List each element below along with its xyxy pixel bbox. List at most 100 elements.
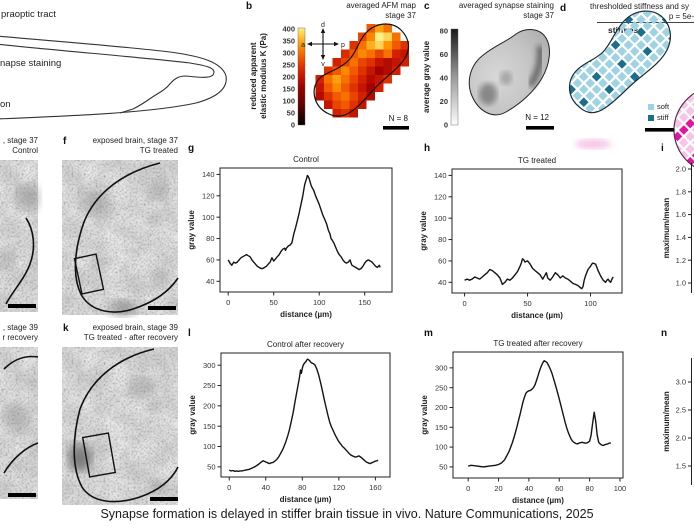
svg-text:40: 40 <box>525 484 533 493</box>
svg-text:80: 80 <box>298 483 306 492</box>
svg-text:60: 60 <box>438 257 446 266</box>
compass-ventral: v <box>321 61 325 68</box>
svg-text:1.8: 1.8 <box>676 187 686 196</box>
svg-text:120: 120 <box>333 483 346 492</box>
chart-title: Control <box>293 155 319 164</box>
y-axis: 40 60 80 100 120 140 <box>434 171 452 287</box>
stiffness-legend: soft stiff <box>648 101 669 123</box>
roi-box <box>73 253 105 295</box>
dark-patch <box>479 83 497 105</box>
plot-box <box>451 168 623 294</box>
control-line-chart: 0 50 100 150 40 60 80 100 120 140 Control distance … <box>187 155 393 319</box>
svg-text:2.0: 2.0 <box>676 434 686 443</box>
panel-b-title-line2: stage 37 <box>385 11 416 21</box>
scale-bar <box>148 306 176 310</box>
tissue-outline-bottom <box>3 442 39 474</box>
stiffness-map-svg <box>568 10 694 175</box>
panel-n-letter: n <box>661 328 668 339</box>
tissue-outline-top <box>3 355 39 370</box>
p-value: p = 5e- <box>597 12 694 23</box>
chart-title: TG treated <box>518 156 556 165</box>
afm-map-svg: reduced apparent elastic modulus K (Pa) … <box>249 22 410 130</box>
svg-text:150: 150 <box>358 298 371 307</box>
svg-text:60: 60 <box>555 484 563 493</box>
svg-text:150: 150 <box>203 422 216 431</box>
panel-f: f exposed brain, stage 37 TG treated <box>60 133 180 320</box>
tract-label: praoptic tract <box>1 9 56 20</box>
panel-d: d thresholded stiffness and sy p = 5e- s… <box>557 0 694 175</box>
panel-m-letter: m <box>424 328 433 339</box>
svg-text:80: 80 <box>585 484 593 493</box>
svg-text:2.5: 2.5 <box>676 406 686 415</box>
svg-text:50: 50 <box>287 109 295 118</box>
panel-b-letter: b <box>246 1 253 12</box>
panel-j-title-line1: , stage 39 <box>2 323 38 332</box>
panel-f-letter: f <box>63 136 67 147</box>
svg-text:80: 80 <box>206 234 214 243</box>
svg-text:120: 120 <box>202 191 215 200</box>
panel-k-title: exposed brain, stage 39 TG treated - aft… <box>84 323 178 344</box>
afm-heatmap-grid <box>313 23 410 118</box>
tg-treated-line-chart: 0 50 100 40 60 80 100 120 140 TG treated distance … <box>419 156 623 320</box>
svg-text:100: 100 <box>203 442 216 451</box>
svg-text:1.2: 1.2 <box>676 256 686 265</box>
panel-d-letter: d <box>560 3 567 14</box>
tissue-outline <box>74 162 179 313</box>
panel-n: n 3.0 2.5 2.0 1.5 maximum/mean <box>660 320 694 505</box>
panel-g: g 0 50 100 150 40 60 80 100 120 140 Control distanc… <box>180 133 420 320</box>
control-recovery-line-chart: 0 40 80 120 160 50 100 150 200 250 300 Control afte… <box>188 340 391 504</box>
dark-patch <box>500 71 512 85</box>
svg-text:100: 100 <box>584 299 597 308</box>
svg-text:400: 400 <box>282 25 295 34</box>
panel-b-title: averaged AFM map stage 37 <box>346 1 416 22</box>
colorbar-label-line1: reduced apparent <box>249 42 258 109</box>
svg-text:200: 200 <box>435 403 448 412</box>
x-axis-label: distance (µm) <box>512 496 564 505</box>
tg-recovery-line-chart: 0 20 40 60 80 100 50 100 150 200 250 300 TG treated … <box>420 339 626 505</box>
svg-text:300: 300 <box>203 361 216 370</box>
pink-smudge-layer <box>575 139 611 149</box>
maximum-mean-axis-39: 3.0 2.5 2.0 1.5 maximum/mean <box>662 358 692 485</box>
hot-colorbar <box>297 27 306 126</box>
x-axis: 0 40 80 120 160 <box>227 477 382 492</box>
svg-text:300: 300 <box>282 49 295 58</box>
pink-blob-overflow <box>575 139 611 149</box>
svg-text:40: 40 <box>438 278 446 287</box>
svg-text:50: 50 <box>439 463 447 472</box>
panel-e-title-line2: Control <box>12 146 38 156</box>
svg-text:0: 0 <box>227 483 231 492</box>
roi-box <box>81 432 117 478</box>
sample-count: N = 8 <box>388 114 408 123</box>
chart-title: TG treated after recovery <box>493 339 582 348</box>
legend-row-stiff: stiff <box>648 112 669 123</box>
synapse-map-svg: average gray value 80 60 40 20 0 <box>422 27 554 130</box>
panel-j-title: , stage 39 r recovery <box>2 323 38 344</box>
svg-text:100: 100 <box>434 214 447 223</box>
legend-row-soft: soft <box>648 101 669 112</box>
scale-bar <box>645 128 674 132</box>
y-axis-label: gray value <box>187 210 196 250</box>
x-axis: 0 20 40 60 80 100 <box>466 478 626 493</box>
svg-text:150: 150 <box>435 423 448 432</box>
svg-text:0: 0 <box>466 484 470 493</box>
svg-text:1.5: 1.5 <box>676 462 686 471</box>
stiffness-blob-outline <box>568 10 671 114</box>
soft-swatch <box>648 103 654 110</box>
panel-i-letter: i <box>661 143 664 154</box>
panel-c-title: averaged synapse staining stage 37 <box>459 1 554 22</box>
svg-text:100: 100 <box>614 484 627 493</box>
panel-b: b averaged AFM map stage 37 reduced appa… <box>245 0 420 133</box>
panel-h-letter: h <box>424 143 431 154</box>
svg-text:250: 250 <box>435 383 448 392</box>
brain-outline-drawing: praoptic tract napse staining on <box>0 9 227 120</box>
plot-box <box>219 167 393 293</box>
dark-streak <box>527 45 544 88</box>
svg-text:1.0: 1.0 <box>676 279 686 288</box>
soft-label: soft <box>657 102 670 111</box>
svg-text:2.0: 2.0 <box>676 165 686 174</box>
x-axis-label: distance (µm) <box>280 495 332 504</box>
x-axis-label: distance (µm) <box>280 310 332 319</box>
svg-text:250: 250 <box>203 381 216 390</box>
panel-b-title-line1: averaged AFM map <box>346 1 416 10</box>
panel-e: , stage 37 Control <box>0 133 40 320</box>
